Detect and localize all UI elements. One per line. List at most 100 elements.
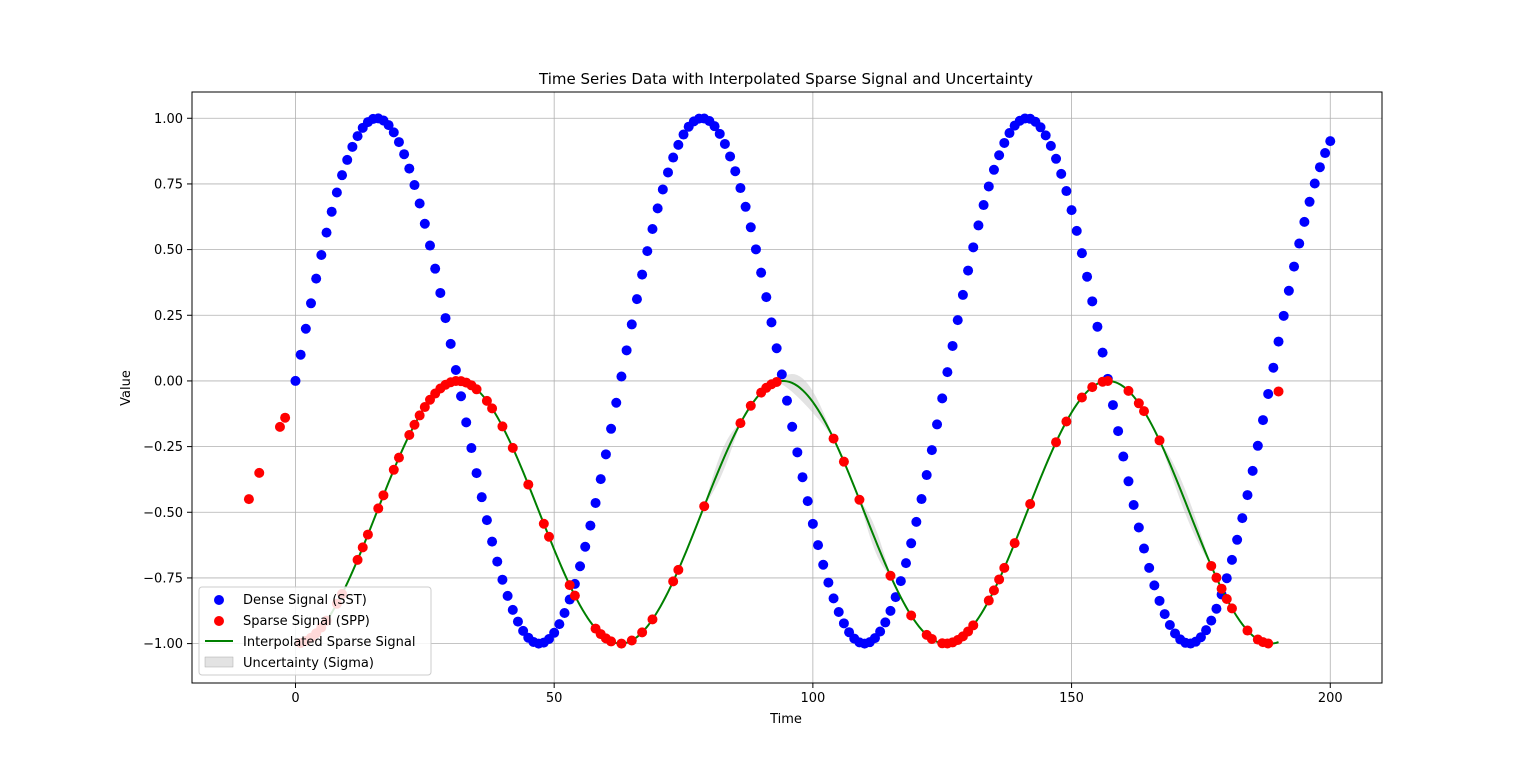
legend-label-sparse: Sparse Signal (SPP)	[243, 614, 370, 629]
dense-point	[735, 183, 746, 194]
dense-point	[1201, 625, 1212, 636]
sparse-point	[1102, 375, 1113, 386]
sparse-point	[280, 412, 291, 423]
dense-point	[575, 561, 586, 572]
dense-point	[1045, 140, 1056, 151]
y-tick-label: 0.75	[154, 177, 183, 192]
dense-point	[1113, 426, 1124, 437]
y-tick-label: −1.00	[143, 637, 183, 652]
dense-point	[476, 492, 487, 503]
dense-point	[750, 244, 761, 255]
dense-point	[1268, 362, 1279, 373]
dense-point	[409, 180, 420, 191]
sparse-point	[254, 467, 265, 478]
sparse-point	[999, 562, 1010, 573]
dense-point	[311, 273, 322, 284]
dense-point	[1154, 595, 1165, 606]
dense-point	[549, 627, 560, 638]
dense-point	[1097, 347, 1108, 358]
sparse-point	[373, 503, 384, 514]
dense-point	[802, 496, 813, 507]
dense-point	[973, 220, 984, 231]
sparse-point	[647, 614, 658, 625]
dense-point	[1289, 261, 1300, 272]
dense-point	[300, 323, 311, 334]
sparse-point	[243, 494, 254, 505]
dense-point	[1133, 522, 1144, 533]
sparse-point	[523, 479, 534, 490]
dense-point	[947, 340, 958, 351]
dense-point	[968, 242, 979, 253]
sparse-point	[771, 376, 782, 387]
dense-point	[326, 206, 337, 217]
y-tick-label: −0.75	[143, 571, 183, 586]
dense-point	[585, 520, 596, 531]
dense-point	[988, 164, 999, 175]
dense-point	[1159, 609, 1170, 620]
dense-point	[921, 470, 932, 481]
dense-point	[942, 367, 953, 378]
dense-point	[1082, 271, 1093, 282]
y-axis-label: Value	[119, 370, 134, 406]
dense-point	[1258, 415, 1268, 426]
dense-point	[590, 497, 601, 508]
dense-point	[518, 625, 529, 636]
sparse-point	[673, 564, 684, 575]
sparse-point	[564, 580, 575, 591]
sparse-point	[352, 554, 363, 565]
dense-point	[1149, 580, 1160, 591]
sparse-point	[906, 610, 917, 621]
dense-point	[631, 294, 642, 305]
sparse-point	[637, 627, 648, 638]
sparse-point	[606, 636, 617, 647]
dense-point	[1294, 238, 1305, 249]
dense-point	[756, 267, 767, 278]
dense-point	[652, 203, 663, 214]
sparse-point	[362, 529, 373, 540]
sparse-point	[481, 395, 492, 406]
dense-point	[1304, 196, 1315, 207]
dense-point	[1273, 336, 1284, 347]
dense-point	[414, 198, 425, 209]
dense-point	[926, 445, 937, 456]
dense-point	[978, 200, 989, 211]
sparse-point	[393, 452, 404, 463]
dense-point	[419, 218, 430, 229]
sparse-point	[414, 410, 425, 421]
dense-point	[1211, 603, 1222, 614]
sparse-point	[1211, 572, 1222, 583]
dense-point	[761, 292, 772, 303]
dense-point	[388, 127, 399, 138]
sparse-point	[388, 464, 399, 475]
y-tick-label: −0.25	[143, 440, 183, 455]
dense-point	[642, 246, 653, 257]
dense-point	[342, 154, 353, 165]
dense-point	[1061, 186, 1072, 197]
x-tick-label: 200	[1318, 691, 1343, 706]
sparse-point	[1139, 406, 1149, 417]
dense-point	[725, 151, 736, 162]
sparse-point	[471, 384, 482, 395]
dense-point	[440, 313, 451, 324]
sparse-point	[616, 638, 627, 649]
dense-point	[1221, 573, 1232, 584]
x-tick-label: 100	[800, 691, 825, 706]
dense-point	[709, 121, 720, 132]
sparse-point	[409, 419, 420, 430]
dense-point	[1325, 136, 1336, 147]
dense-point	[637, 269, 648, 280]
sparse-point	[1154, 435, 1165, 446]
dense-point	[507, 604, 518, 615]
dense-point	[1320, 148, 1331, 159]
sparse-point	[838, 456, 849, 467]
y-tick-label: 0.00	[154, 374, 183, 389]
dense-point	[937, 393, 948, 404]
sparse-point	[1087, 382, 1098, 393]
sparse-point	[885, 570, 896, 581]
dense-point	[957, 289, 968, 300]
dense-point	[621, 345, 632, 356]
dense-point	[404, 163, 415, 174]
y-tick-label: −0.50	[143, 506, 183, 521]
sparse-point	[1061, 416, 1072, 427]
dense-point	[771, 343, 782, 354]
